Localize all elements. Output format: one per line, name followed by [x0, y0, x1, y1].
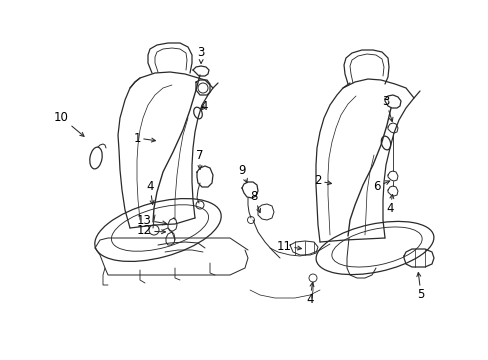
- Text: 11: 11: [276, 239, 301, 252]
- Text: 4: 4: [146, 180, 154, 204]
- Text: 7: 7: [196, 149, 203, 170]
- Text: 2: 2: [314, 175, 331, 188]
- Text: 10: 10: [54, 111, 84, 136]
- Text: 12: 12: [137, 225, 165, 238]
- Text: 9: 9: [238, 164, 247, 183]
- Text: 13: 13: [137, 213, 166, 226]
- Text: 1: 1: [133, 131, 155, 144]
- Text: 5: 5: [416, 273, 424, 301]
- Text: 6: 6: [373, 180, 389, 193]
- Text: 4: 4: [386, 194, 393, 215]
- Text: 4: 4: [200, 99, 207, 112]
- Text: 3: 3: [197, 46, 204, 63]
- Text: 4: 4: [305, 283, 313, 306]
- Text: 3: 3: [382, 95, 392, 122]
- Text: 8: 8: [250, 190, 260, 213]
